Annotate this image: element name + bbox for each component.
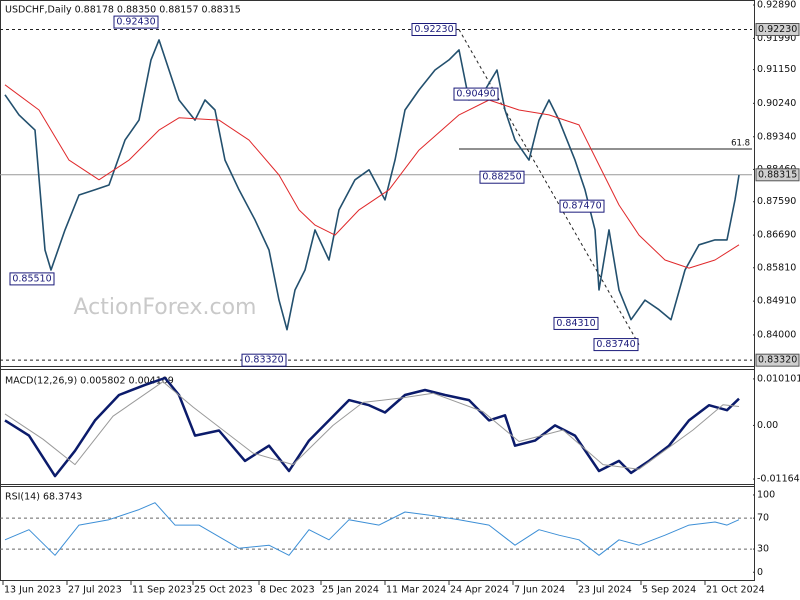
level-label: 0.92230 bbox=[758, 24, 797, 35]
series-line bbox=[4, 502, 740, 556]
y-tick-label: 0.92890 bbox=[757, 0, 796, 11]
annotation-box bbox=[113, 15, 159, 29]
series-line bbox=[4, 381, 740, 470]
x-tick-label: 7 Jun 2024 bbox=[514, 585, 565, 596]
annotation-box bbox=[453, 87, 499, 101]
y-tick-label: 0 bbox=[757, 567, 763, 578]
annotation-label: 0.87470 bbox=[562, 201, 601, 212]
annotation-label: 0.83740 bbox=[596, 339, 635, 350]
y-tick-label: 30 bbox=[757, 544, 769, 555]
x-tick-label: 21 Oct 2024 bbox=[706, 585, 765, 596]
chart-title: USDCHF,Daily 0.88178 0.88350 0.88157 0.8… bbox=[5, 5, 241, 16]
annotation-label: 0.83320 bbox=[244, 355, 283, 366]
y-tick-label: 0.84910 bbox=[757, 296, 796, 307]
y-tick-label: 100 bbox=[757, 489, 775, 500]
series-line bbox=[4, 84, 740, 269]
annotation-label: 0.88250 bbox=[482, 172, 521, 183]
annotation-box bbox=[559, 199, 605, 213]
fib-label: 61.8 bbox=[731, 139, 750, 149]
y-tick-label: 0.91150 bbox=[757, 64, 796, 75]
x-tick-label: 11 Sep 2023 bbox=[132, 585, 192, 596]
x-tick-label: 5 Sep 2024 bbox=[642, 585, 696, 596]
x-tick-label: 8 Dec 2023 bbox=[260, 585, 315, 596]
y-tick-label: 0.90240 bbox=[757, 98, 796, 109]
annotation-box bbox=[9, 272, 55, 286]
y-tick-label: 0.87590 bbox=[757, 196, 796, 207]
annotation-label: 0.92430 bbox=[116, 17, 155, 28]
y-tick-label: 70 bbox=[757, 513, 769, 524]
level-label: 0.88315 bbox=[758, 169, 797, 180]
y-tick-label: 0.00 bbox=[757, 420, 778, 431]
y-tick-label: 0.85810 bbox=[757, 262, 796, 273]
level-box bbox=[755, 23, 800, 37]
y-tick-label: 0.86690 bbox=[757, 230, 796, 241]
x-tick-label: 25 Oct 2023 bbox=[194, 585, 253, 596]
annotation-box bbox=[553, 316, 599, 330]
chart-title: RSI(14) 68.3743 bbox=[5, 492, 82, 503]
annotation-label: 0.92230 bbox=[414, 24, 453, 35]
watermark: ActionForex.com bbox=[74, 295, 257, 320]
x-tick-label: 13 Jun 2023 bbox=[4, 585, 61, 596]
annotation-box bbox=[241, 353, 287, 367]
annotation-label: 0.90490 bbox=[456, 89, 495, 100]
annotation-box bbox=[411, 23, 457, 37]
annotation-box bbox=[593, 338, 639, 352]
level-box bbox=[755, 168, 800, 182]
annotation-label: 0.85510 bbox=[12, 273, 51, 284]
y-tick-label: 0.91990 bbox=[757, 33, 796, 44]
series-line bbox=[4, 376, 740, 478]
x-tick-label: 11 Mar 2024 bbox=[386, 585, 446, 596]
level-box bbox=[755, 353, 800, 367]
y-tick-label: 0.89340 bbox=[757, 131, 796, 142]
chart-title: MACD(12,26,9) 0.005802 0.004109 bbox=[5, 376, 174, 387]
annotation-box bbox=[479, 170, 525, 184]
series-line bbox=[4, 39, 740, 331]
level-label: 0.83320 bbox=[758, 355, 797, 366]
x-tick-label: 23 Jul 2024 bbox=[578, 585, 632, 596]
x-tick-label: 24 Apr 2024 bbox=[450, 585, 509, 596]
y-tick-label: -0.011645 bbox=[757, 474, 800, 485]
y-tick-label: 0.010101 bbox=[757, 373, 800, 384]
y-tick-label: 0.84000 bbox=[757, 329, 796, 340]
annotation-label: 0.84310 bbox=[556, 318, 595, 329]
x-tick-label: 25 Jan 2024 bbox=[322, 585, 379, 596]
x-tick-label: 27 Jul 2023 bbox=[68, 585, 122, 596]
